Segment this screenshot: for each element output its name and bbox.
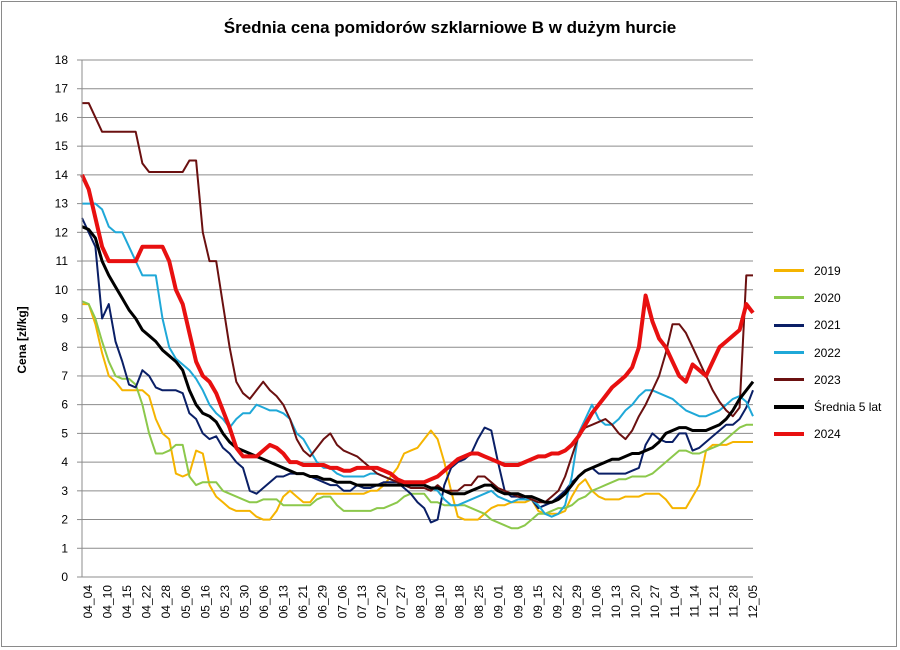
x-tick-label: 09_22 xyxy=(550,585,564,619)
y-tick-label: 16 xyxy=(55,110,69,124)
chart-title: Średnia cena pomidorów szklarniowe B w d… xyxy=(223,18,677,37)
y-tick-label: 7 xyxy=(61,369,68,383)
legend-swatch xyxy=(774,405,804,410)
legend-swatch xyxy=(774,378,804,382)
x-tick-label: 08_03 xyxy=(414,585,428,619)
y-tick-label: 18 xyxy=(55,53,69,67)
x-tick-label: 04_10 xyxy=(101,585,115,619)
x-tick-label: 10_13 xyxy=(609,585,623,619)
y-tick-label: 5 xyxy=(61,426,68,440)
x-tick-label: 11_04 xyxy=(668,585,682,618)
series-line--rednia-5-lat xyxy=(81,225,755,504)
y-tick-label: 10 xyxy=(55,283,69,297)
x-tick-label: 06_29 xyxy=(316,585,330,619)
x-tick-label: 10_27 xyxy=(648,585,662,619)
series-line-2022 xyxy=(82,202,754,518)
x-tick-label: 04_28 xyxy=(159,585,173,619)
y-tick-label: 14 xyxy=(55,168,69,182)
y-tick-label: 9 xyxy=(61,312,68,326)
legend-label: 2020 xyxy=(814,290,841,305)
x-tick-labels: 04_04 04_10 04_15 04_22 04_28 05_06 05_16 05_23… xyxy=(81,585,760,619)
legend-swatch xyxy=(774,269,804,273)
x-tick-label: 07_06 xyxy=(335,585,349,619)
y-tick-label: 3 xyxy=(61,484,68,498)
x-tick-label: 04_04 xyxy=(81,585,95,619)
x-tick-label: 05_30 xyxy=(237,585,251,619)
legend-label: 2024 xyxy=(814,427,841,442)
legend-item: Średnia 5 lat xyxy=(774,393,881,420)
legend-swatch xyxy=(774,351,804,355)
legend-label: 2023 xyxy=(814,372,841,387)
x-tick-label: 09_08 xyxy=(511,585,525,619)
series-lines xyxy=(80,102,755,530)
x-tick-label: 11_14 xyxy=(687,585,701,618)
y-tick-label: 17 xyxy=(55,82,69,96)
y-tick-label: 1 xyxy=(61,541,68,555)
x-tick-label: 11_28 xyxy=(726,585,740,618)
y-tick-label: 6 xyxy=(61,398,68,412)
x-tick-label: 07_13 xyxy=(355,585,369,619)
legend-item: 2021 xyxy=(774,312,881,339)
series-line-2019 xyxy=(82,303,753,521)
x-tick-label: 11_21 xyxy=(707,585,721,618)
x-tick-label: 05_23 xyxy=(218,585,232,619)
y-tick-label: 2 xyxy=(61,513,68,527)
y-tick-label: 13 xyxy=(55,197,69,211)
x-tick-label: 07_27 xyxy=(394,585,408,619)
x-tick-label: 06_06 xyxy=(257,585,271,619)
legend-swatch xyxy=(774,432,804,437)
legend-item: 2020 xyxy=(774,284,881,311)
legend-label: 2019 xyxy=(814,263,841,278)
x-tick-label: 09_29 xyxy=(570,585,584,619)
x-tick-label: 09_01 xyxy=(492,585,506,619)
x-tick-label: 09_15 xyxy=(531,585,545,619)
x-tick-label: 04_22 xyxy=(140,585,154,619)
x-tick-label: 08_25 xyxy=(472,585,486,619)
legend-label: 2021 xyxy=(814,318,841,333)
y-tick-label: 0 xyxy=(61,570,68,584)
x-tick-label: 07_20 xyxy=(374,585,388,619)
y-tick-label: 4 xyxy=(61,455,68,469)
x-tick-label: 08_18 xyxy=(453,585,467,619)
x-tick-label: 10_20 xyxy=(629,585,643,619)
series-line-2021 xyxy=(81,217,754,524)
legend-swatch xyxy=(774,296,804,300)
legend-label: 2022 xyxy=(814,345,841,360)
legend-item: 2022 xyxy=(774,339,881,366)
legend: 2019 2020 2021 2022 2023 Średnia 5 lat 2024 xyxy=(774,257,881,448)
x-tick-label: 04_15 xyxy=(120,585,134,619)
axes xyxy=(81,60,753,578)
legend-item: 2024 xyxy=(774,421,881,448)
y-tick-label: 8 xyxy=(61,340,68,354)
y-tick-label: 12 xyxy=(55,225,69,239)
x-tick-label: 05_06 xyxy=(179,585,193,619)
x-tick-label: 12_05 xyxy=(746,585,760,619)
x-tick-label: 10_06 xyxy=(590,585,604,619)
x-tick-label: 06_13 xyxy=(277,585,291,619)
series-line-2023 xyxy=(82,102,753,504)
legend-swatch xyxy=(774,323,804,327)
y-tick-label: 11 xyxy=(56,254,69,268)
y-tick-label: 15 xyxy=(55,139,69,153)
series-line-2020 xyxy=(81,300,753,530)
x-tick-label: 06_21 xyxy=(296,585,310,619)
x-tick-label: 08_10 xyxy=(433,585,447,619)
legend-item: 2019 xyxy=(774,257,881,284)
x-tick-label: 05_16 xyxy=(198,585,212,619)
series-line-2024 xyxy=(80,174,755,485)
grid-lines xyxy=(82,59,753,549)
legend-label: Średnia 5 lat xyxy=(814,400,882,415)
legend-item: 2023 xyxy=(774,366,881,393)
